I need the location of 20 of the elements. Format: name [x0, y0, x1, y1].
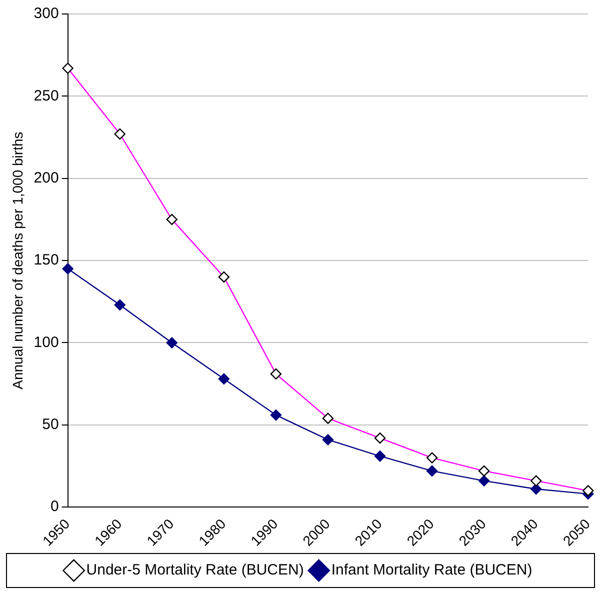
legend-label: Infant Mortality Rate (BUCEN): [331, 562, 532, 579]
y-axis-title: Annual number of deaths per 1,000 births: [9, 132, 26, 390]
point: [114, 299, 126, 311]
y-tick-label: 250: [34, 87, 59, 104]
point: [426, 465, 438, 477]
y-tick-label: 0: [50, 498, 59, 516]
point: [530, 483, 542, 495]
legend-label: Under-5 Mortality Rate (BUCEN): [86, 562, 304, 579]
point: [270, 409, 282, 421]
y-tick-label: 50: [42, 416, 59, 434]
point: [62, 263, 74, 274]
point: [322, 434, 334, 446]
y-tick-label: 200: [34, 170, 59, 187]
y-tick-label: 100: [34, 334, 59, 351]
point: [478, 475, 490, 486]
point: [166, 337, 178, 348]
point: [218, 373, 230, 384]
y-tick-label: 300: [34, 5, 59, 22]
y-tick-label: 150: [34, 252, 59, 269]
point: [374, 450, 386, 462]
